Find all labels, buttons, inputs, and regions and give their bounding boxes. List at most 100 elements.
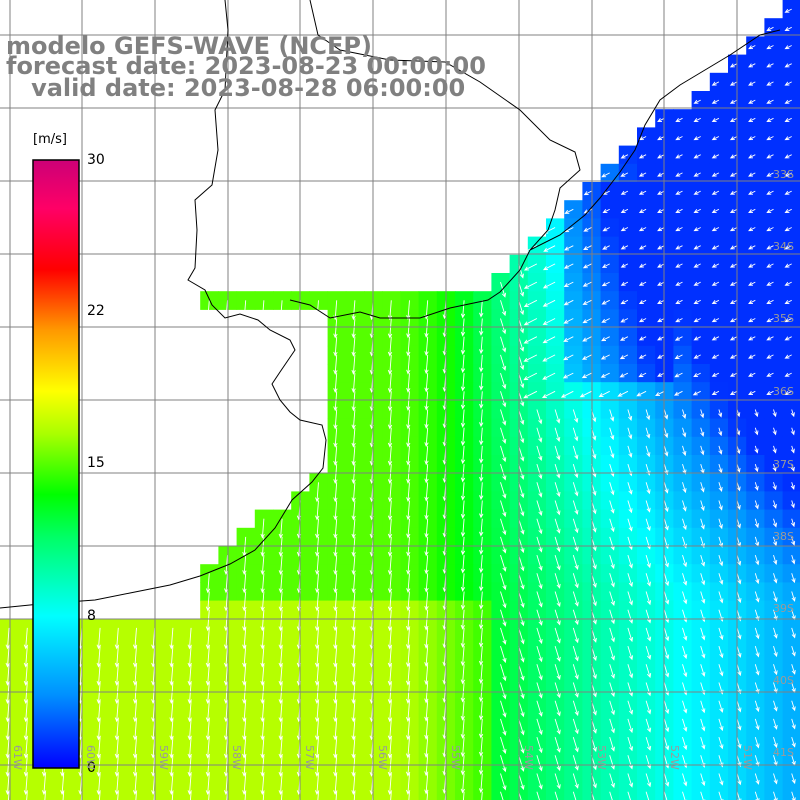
wind-cell xyxy=(782,418,800,438)
wind-arrow xyxy=(554,682,561,699)
wind-arrow xyxy=(711,172,720,177)
wind-arrow xyxy=(636,390,647,397)
wind-cell xyxy=(782,637,800,656)
wind-arrow xyxy=(790,463,795,472)
wind-arrow xyxy=(315,591,320,612)
wind-arrow xyxy=(351,427,356,448)
wind-arrow xyxy=(500,554,507,572)
wind-cell xyxy=(600,364,620,383)
wind-cell xyxy=(691,200,711,219)
wind-cell xyxy=(637,364,656,383)
wind-arrow xyxy=(736,627,742,640)
wind-arrow xyxy=(500,372,507,390)
wind-arrow xyxy=(572,500,579,515)
wind-arrow xyxy=(114,773,120,796)
wind-arrow xyxy=(572,554,579,570)
wind-arrow xyxy=(406,591,411,612)
wind-arrow xyxy=(554,791,559,800)
wind-cell xyxy=(637,254,656,274)
wind-cell xyxy=(564,291,583,310)
wind-arrow xyxy=(582,263,592,269)
wind-arrow xyxy=(784,227,792,232)
wind-arrow xyxy=(554,718,561,735)
wind-arrow xyxy=(693,154,701,159)
wind-arrow xyxy=(187,700,192,723)
wind-cell xyxy=(618,291,638,310)
wind-arrow xyxy=(609,500,615,514)
wind-arrow xyxy=(675,172,683,177)
wind-arrow xyxy=(44,791,46,800)
wind-arrow xyxy=(333,609,338,632)
wind-arrow xyxy=(638,263,647,268)
wind-arrow xyxy=(114,664,120,686)
wind-arrow xyxy=(563,336,574,342)
lon-label: 60W xyxy=(84,745,97,770)
wind-arrow xyxy=(693,172,701,177)
wind-arrow xyxy=(460,591,466,611)
wind-arrow xyxy=(700,427,705,437)
wind-arrow xyxy=(791,554,796,565)
wind-cell xyxy=(709,291,729,310)
wind-cell xyxy=(709,127,729,147)
wind-arrow xyxy=(791,773,796,785)
wind-cell xyxy=(564,327,583,347)
wind-arrow xyxy=(682,500,687,512)
wind-arrow xyxy=(333,445,338,466)
wind-arrow xyxy=(754,736,760,749)
wind-cell xyxy=(600,345,620,365)
wind-cell xyxy=(455,782,474,800)
wind-cell xyxy=(764,91,784,110)
wind-arrow xyxy=(748,263,756,268)
wind-arrow xyxy=(627,554,633,569)
wind-arrow xyxy=(675,227,683,232)
lon-label: 55W xyxy=(449,745,462,770)
wind-arrow xyxy=(114,646,120,668)
wind-arrow xyxy=(333,500,338,521)
wind-cell xyxy=(782,455,800,474)
wind-arrow xyxy=(62,791,65,800)
wind-cell xyxy=(546,382,565,401)
wind-arrow xyxy=(609,755,615,770)
wind-arrow xyxy=(609,645,615,661)
wind-arrow xyxy=(572,463,579,479)
wind-arrow xyxy=(791,573,796,584)
wind-arrow xyxy=(351,500,356,521)
wind-arrow xyxy=(700,627,706,641)
wind-cell xyxy=(764,127,784,147)
wind-cell xyxy=(746,364,765,383)
wind-arrow xyxy=(682,591,688,605)
wind-arrow xyxy=(523,318,538,326)
wind-arrow xyxy=(169,737,174,759)
wind-arrow xyxy=(23,718,29,741)
wind-arrow xyxy=(351,300,356,321)
wind-arrow xyxy=(675,154,683,159)
wind-arrow xyxy=(462,791,465,800)
wind-arrow xyxy=(693,354,701,359)
wind-arrow xyxy=(564,245,574,251)
wind-arrow xyxy=(693,245,701,250)
wind-arrow xyxy=(387,300,393,321)
wind-cell xyxy=(527,364,547,383)
wind-arrow xyxy=(351,445,356,466)
wind-arrow xyxy=(700,500,705,512)
wind-cell xyxy=(546,309,565,329)
wind-cell xyxy=(418,782,438,800)
wind-arrow xyxy=(563,263,574,269)
wind-arrow xyxy=(387,609,393,632)
wind-arrow xyxy=(602,227,610,232)
wind-cell xyxy=(637,782,656,800)
wind-cell xyxy=(527,291,547,310)
wind-arrow xyxy=(572,482,579,497)
wind-arrow xyxy=(627,645,634,661)
wind-arrow xyxy=(278,682,283,705)
wind-arrow xyxy=(748,245,756,250)
wind-arrow xyxy=(663,664,670,678)
wind-cell xyxy=(655,364,674,383)
wind-arrow xyxy=(784,372,792,377)
wind-arrow xyxy=(333,464,338,485)
wind-arrow xyxy=(657,354,665,359)
wind-arrow xyxy=(736,718,742,731)
wind-cell xyxy=(691,163,711,183)
wind-arrow xyxy=(333,482,338,503)
wind-cell xyxy=(546,291,565,310)
